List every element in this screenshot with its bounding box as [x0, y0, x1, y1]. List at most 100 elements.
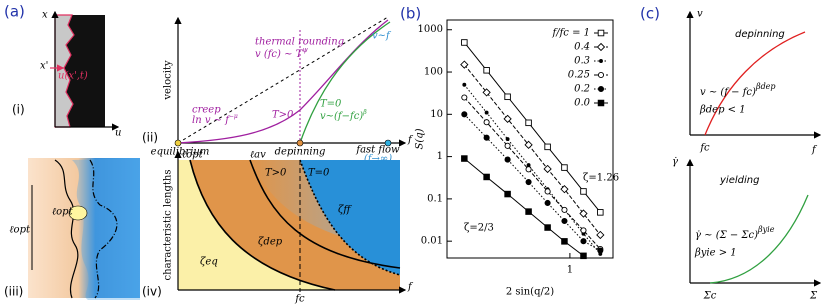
marker	[580, 188, 587, 195]
y-tick-label: 0.01	[421, 236, 443, 247]
marker	[525, 179, 532, 186]
curve	[189, 159, 336, 291]
annotation: ln v ~ f−μ	[192, 113, 238, 126]
series-line	[463, 113, 601, 251]
interface	[54, 159, 79, 299]
legend-marker	[596, 42, 606, 52]
marker	[461, 155, 468, 162]
legend-label: 0.0	[574, 98, 591, 109]
formula-exp: β	[362, 109, 367, 116]
length-label: ℓopt	[52, 207, 74, 218]
axis-label: Σ	[809, 291, 818, 302]
panel-label: (i)	[12, 103, 25, 117]
marker	[544, 199, 551, 207]
marker	[504, 142, 511, 149]
annotation: v~f	[372, 31, 392, 42]
flow-line	[177, 16, 389, 144]
point	[384, 139, 392, 147]
marker	[483, 67, 490, 74]
marker	[561, 238, 568, 245]
marker	[560, 185, 569, 194]
marker	[504, 156, 511, 163]
axis-label: velocity	[163, 60, 174, 101]
marker	[461, 94, 468, 101]
annotation: thermal rounding	[255, 37, 344, 48]
tick-label: Σc	[703, 291, 717, 302]
panel-iv: characteristic lengths f ℓopt ℓav T>0 T=…	[142, 150, 414, 305]
marker	[525, 119, 532, 127]
marker	[580, 252, 587, 260]
formula: βyie > 1	[694, 248, 737, 259]
legend-label: 0.2	[574, 84, 590, 95]
region-label: ζff	[338, 205, 352, 216]
marker	[460, 60, 469, 69]
annotation: v~(f−fc)β	[320, 109, 367, 122]
background	[28, 158, 140, 298]
marker	[483, 119, 490, 126]
axis-label: u	[115, 128, 121, 139]
axis-label: S(q)	[415, 128, 426, 149]
y-tick-label: 10	[430, 109, 443, 120]
marker	[526, 163, 531, 168]
panel-ii: velocity f thermal rounding v (fc) ~ Tψ …	[142, 16, 414, 165]
panel-label: (iii)	[4, 285, 23, 299]
panel-i: x x' u(x',t) u (i)	[12, 10, 121, 139]
point-label: (f→∞)	[364, 154, 392, 165]
legend-label: 0.4	[574, 42, 590, 53]
formula: ln v ~ f	[192, 115, 231, 126]
y-tick-label: 0.1	[427, 193, 443, 204]
axis-label: 2 sin(q/2)	[506, 287, 554, 298]
marker	[461, 111, 468, 118]
formula-exp: ψ	[302, 46, 308, 54]
axis-label: γ̇	[672, 157, 678, 168]
marker	[524, 140, 533, 149]
marker	[504, 190, 511, 198]
marker	[597, 247, 604, 254]
marker	[579, 209, 588, 218]
panel-label: (c)	[640, 5, 660, 23]
curve-label: ℓopt	[182, 150, 204, 161]
marker	[484, 110, 489, 115]
axis-label: f	[811, 145, 818, 156]
axis-label: x	[42, 10, 48, 21]
formula: βdep < 1	[699, 105, 746, 116]
subtitle: yielding	[719, 175, 759, 186]
formula: v ~ (f − fc)βdep	[700, 82, 776, 98]
marker	[597, 209, 604, 216]
annotation: ζ=1.26	[583, 173, 619, 184]
point-label: fast flow	[355, 145, 400, 156]
formula: γ̇ ~ (Σ − Σc)	[695, 230, 758, 241]
marker	[462, 82, 467, 87]
tick-label: fc	[294, 294, 305, 305]
legend-marker	[597, 29, 605, 37]
region	[72, 158, 140, 300]
marker	[504, 93, 511, 101]
depinning-curve	[704, 31, 806, 136]
panel-iii: ℓopt ℓopt (iii)	[4, 158, 140, 300]
panel-label: (b)	[400, 5, 421, 23]
marker	[483, 173, 490, 181]
marker	[561, 206, 568, 213]
tick-label: fc	[699, 143, 710, 154]
series-line	[463, 84, 601, 255]
legend-label: 0.25	[568, 70, 590, 81]
axis-label: f	[407, 135, 414, 146]
curve	[299, 159, 401, 276]
region	[178, 160, 335, 290]
region-label: ζdep	[258, 237, 283, 248]
annotation: T>0	[265, 168, 287, 179]
series-line	[463, 97, 601, 250]
axis-label: v	[697, 9, 703, 20]
formula: γ̇ ~ (Σ − Σc)βyie	[695, 225, 775, 241]
region	[300, 160, 400, 275]
legend-label: f/fc = 1	[552, 28, 590, 39]
legend-marker	[597, 85, 605, 93]
yielding-curve	[709, 194, 809, 284]
marker	[580, 238, 587, 245]
panel-label: (a)	[4, 3, 25, 21]
y-tick-label: 1000	[418, 24, 443, 35]
series-line	[463, 42, 601, 213]
axis-label: characteristic lengths	[163, 170, 174, 281]
marker	[544, 188, 551, 195]
